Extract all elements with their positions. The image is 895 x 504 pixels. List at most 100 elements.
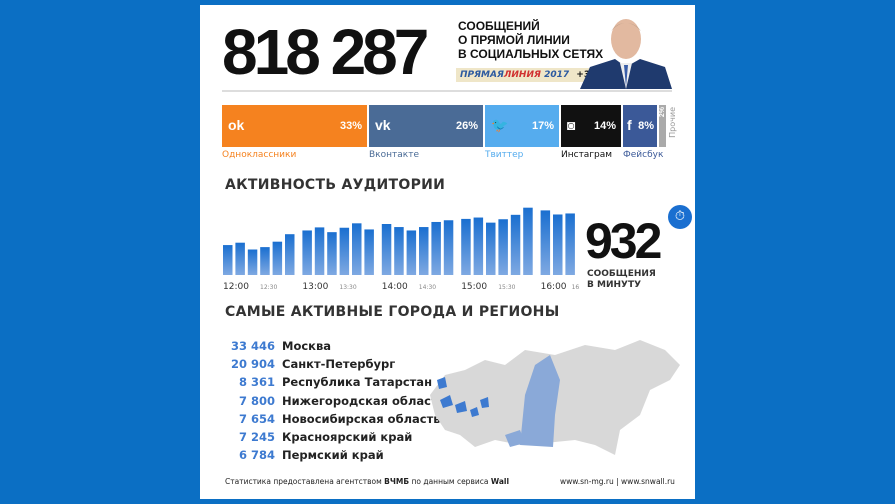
activity-bar <box>498 219 508 275</box>
footer-links[interactable]: www.sn-mg.ru | www.snwall.ru <box>560 477 675 486</box>
badge-text: ЛИНИЯ <box>503 70 541 80</box>
share-percent: 33% <box>339 120 362 132</box>
x-tick-major: 14:00 <box>382 282 408 290</box>
region-novosibirsk <box>505 430 525 447</box>
activity-bar <box>247 249 258 275</box>
activity-bar <box>235 242 245 275</box>
segment-other: 2% <box>659 105 666 147</box>
divider <box>222 90 672 92</box>
share-percent: 17% <box>531 120 554 132</box>
region-row: 7 654 Новосибирская область <box>225 411 441 429</box>
activity-chart: 12:00 12:30 13:00 13:30 14:00 14:30 15:00 15:30… <box>223 207 580 290</box>
region-moscow <box>440 395 453 408</box>
x-tick-major: 12:00 <box>223 282 249 290</box>
region-spb <box>437 377 447 389</box>
region-row: 6 784 Пермский край <box>225 447 384 465</box>
region-count: 7 800 <box>238 393 275 408</box>
portrait-photo <box>580 19 672 89</box>
per-minute-label: СООБЩЕНИЯ В МИНУТУ <box>587 269 656 291</box>
region-count: 33 446 <box>230 339 275 353</box>
activity-bar <box>443 220 454 275</box>
region-name: Новосибирская область <box>282 411 441 426</box>
region-tatarstan <box>470 407 479 417</box>
network-label: Твиттер <box>485 150 524 160</box>
x-tick-minor: 15:30 <box>498 284 515 290</box>
x-tick-major: 15:00 <box>461 282 487 290</box>
activity-bar <box>327 232 337 275</box>
subtitle-line: В СОЦИАЛЬНЫХ СЕТЯХ <box>458 47 604 61</box>
activity-bar <box>352 223 362 275</box>
region-name: Республика Татарстан <box>282 375 433 390</box>
segment-ok-icon: ok 33% <box>222 105 367 147</box>
share-percent: 2% <box>659 107 666 118</box>
service-logo: Wall <box>490 477 510 486</box>
activity-bar <box>473 217 484 275</box>
x-tick-minor: 14:30 <box>419 284 436 290</box>
region-count: 7 245 <box>238 430 275 444</box>
messages-per-minute: 932 <box>585 213 662 269</box>
segment-twitter-icon: 🐦 17% <box>485 105 559 147</box>
region-count: 7 654 <box>238 411 275 426</box>
region-name: Москва <box>282 339 332 353</box>
region-perm <box>480 397 489 408</box>
regions-title: САМЫЕ АКТИВНЫЕ ГОРОДА И РЕГИОНЫ <box>225 304 560 320</box>
x-tick-minor: 12:30 <box>260 284 277 290</box>
activity-bar <box>394 227 404 275</box>
share-percent: 26% <box>455 120 478 132</box>
x-tick-minor: 16:30 <box>572 284 580 290</box>
instagram-icon: ◙ <box>567 117 576 133</box>
region-name: Красноярский край <box>282 430 413 444</box>
network-label: Прочие <box>668 107 677 138</box>
x-tick-major: 16:00 <box>541 282 567 290</box>
segment-facebook-icon: f 8% <box>623 105 657 147</box>
region-row: 7 245 Красноярский край <box>225 429 412 447</box>
total-messages: 818 287 <box>222 16 429 88</box>
segment-vk-icon: vk 26% <box>369 105 483 147</box>
share-percent: 8% <box>638 120 654 132</box>
subtitle: СООБЩЕНИЙ О ПРЯМОЙ ЛИНИИ В СОЦИАЛЬНЫХ СЕ… <box>458 19 603 61</box>
infographic: 818 287 СООБЩЕНИЙ О ПРЯМОЙ ЛИНИИ В СОЦИА… <box>200 5 695 499</box>
segment-instagram-icon: ◙ 14% <box>561 105 621 147</box>
network-label: Одноклассники <box>222 150 297 160</box>
activity-bar <box>486 222 496 275</box>
activity-bar <box>523 207 533 275</box>
subtitle-line: О ПРЯМОЙ ЛИНИИ <box>458 33 570 47</box>
region-count: 8 361 <box>238 375 275 390</box>
facebook-icon: f <box>627 117 632 133</box>
network-label: Фейсбук <box>623 150 664 160</box>
region-krasnoyarsk <box>520 355 560 447</box>
activity-bar <box>461 218 471 275</box>
activity-bar <box>285 234 295 275</box>
network-label: Инстаграм <box>561 150 613 160</box>
activity-bar <box>272 241 283 275</box>
region-name: Санкт-Петербург <box>282 357 396 372</box>
vk-icon: vk <box>375 117 391 133</box>
badge-year: 2017 <box>544 70 570 80</box>
activity-bar <box>381 224 392 275</box>
region-row: 8 361 Республика Татарстан <box>225 374 432 392</box>
activity-bar <box>419 227 429 275</box>
activity-bar <box>339 227 350 275</box>
label-line: СООБЩЕНИЯ <box>587 269 656 279</box>
activity-bar <box>510 214 521 275</box>
x-tick-minor: 13:30 <box>339 284 356 290</box>
region-count: 6 784 <box>238 448 275 463</box>
x-tick-major: 13:00 <box>302 282 328 290</box>
twitter-icon: 🐦 <box>491 117 509 133</box>
clock-icon: ⏱ <box>668 205 692 229</box>
footer-credit: Статистика предоставлена агентством ВЧМБ… <box>225 477 509 486</box>
label-line: В МИНУТУ <box>587 280 642 290</box>
activity-bar <box>364 229 374 275</box>
subtitle-line: СООБЩЕНИЙ <box>458 19 540 33</box>
activity-title: АКТИВНОСТЬ АУДИТОРИИ <box>225 177 446 193</box>
badge-text: ПРЯМАЯ <box>460 70 504 80</box>
activity-bar <box>431 221 441 275</box>
activity-bar <box>565 213 575 275</box>
region-count: 20 904 <box>230 357 275 372</box>
activity-bar <box>314 227 325 275</box>
agency-logo: ВЧМБ <box>384 477 410 486</box>
activity-bar <box>302 230 312 275</box>
activity-bar <box>260 247 270 275</box>
activity-bar <box>553 214 563 275</box>
activity-bar <box>223 245 233 275</box>
